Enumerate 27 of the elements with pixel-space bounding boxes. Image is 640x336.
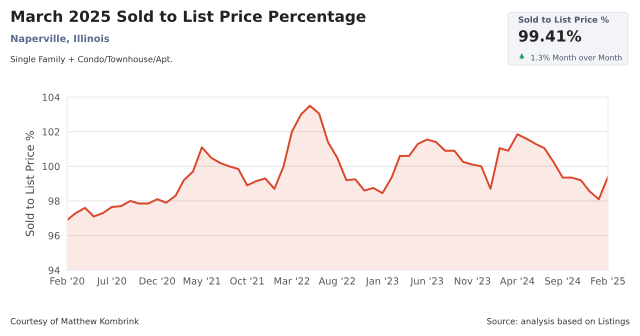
chart-subtitle: Naperville, Illinois — [11, 34, 110, 44]
x-tick-label: Dec '20 — [140, 277, 176, 285]
x-tick-label: Apr '24 — [500, 277, 534, 286]
y-tick-label: 104 — [42, 94, 60, 101]
text: Single Family + Condo/Townhouse/Apt. — [10, 56, 172, 64]
x-tick-label: Jan '23 — [365, 277, 398, 286]
y-tick-label: 98 — [48, 197, 60, 205]
y-tick-label: 100 — [42, 162, 60, 170]
text: Courtesy of Matthew Kombrink — [10, 318, 139, 326]
x-tick-label: Oct '21 — [230, 277, 264, 285]
x-tick-label: Sep '24 — [545, 277, 580, 286]
x-tick-label: Feb '20 — [50, 277, 84, 285]
x-tick-label: Nov '23 — [454, 277, 490, 285]
text: 99.41% — [518, 30, 582, 42]
x-tick-label: May '21 — [184, 277, 220, 286]
y-tick-label: 102 — [42, 128, 60, 136]
x-tick-label: Mar '22 — [274, 277, 310, 285]
x-tick-label: Feb '25 — [591, 277, 625, 285]
source-note: Source: analysis based on Listings — [487, 318, 630, 326]
text: Sold to List Price % — [518, 16, 609, 23]
x-tick-label: Jul '20 — [96, 277, 126, 286]
y-tick-label: 94 — [48, 266, 60, 274]
x-tick-label: Aug '22 — [318, 277, 355, 286]
y-tick-label: 96 — [48, 232, 60, 240]
chart-title: March 2025 Sold to List Price Percentage — [12, 10, 366, 26]
y-axis-title: Sold to List Price % — [25, 131, 34, 236]
x-tick-label: Jun '23 — [410, 277, 444, 286]
